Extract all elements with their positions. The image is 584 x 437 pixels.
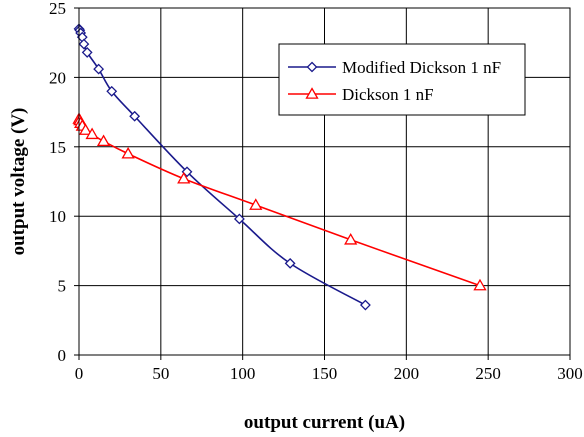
data-point [78,123,93,135]
series-1 [73,23,371,311]
x-tick-label: 150 [312,364,338,383]
data-point [85,127,99,140]
legend-swatch-marker [305,87,319,99]
legend: Modified Dickson 1 nF Dickson 1 nF [278,43,526,116]
legend-label: Modified Dickson 1 nF [342,58,501,77]
data-point [81,46,93,58]
x-axis-title: output current (uA) [244,412,405,433]
data-point [177,171,191,184]
data-point [121,146,135,159]
series-line [78,118,481,287]
legend-label: Dickson 1 nF [342,85,434,104]
y-tick-label: 20 [49,68,66,87]
x-tick-label: 250 [475,364,501,383]
ticks: 0 50 100 150 200 250 300 0 5 10 15 20 25 [49,0,583,383]
data-point [96,134,111,147]
x-tick-label: 50 [152,364,169,383]
legend-box [278,43,526,116]
x-tick-label: 100 [230,364,256,383]
data-point [359,299,371,311]
data-point [129,110,141,122]
series-layer [72,23,487,311]
y-tick-label: 15 [49,138,66,157]
data-point [106,85,118,97]
data-point [233,213,245,225]
y-axis-title: output voltage (V) [8,108,29,256]
data-point [93,63,105,75]
x-tick-label: 200 [394,364,420,383]
legend-item: Modified Dickson 1 nF [288,58,501,77]
legend-item: Dickson 1 nF [288,85,434,104]
series-2 [72,112,487,291]
y-tick-label: 25 [49,0,66,18]
y-tick-label: 0 [58,346,67,365]
x-tick-label: 300 [557,364,583,383]
y-tick-label: 10 [49,207,66,226]
y-tick-label: 5 [58,277,67,296]
data-point [78,38,90,50]
data-point [344,232,358,245]
data-point [473,278,487,291]
data-point [249,198,263,210]
legend-swatch-marker [306,61,318,73]
data-point [284,257,296,269]
x-tick-label: 0 [75,364,84,383]
